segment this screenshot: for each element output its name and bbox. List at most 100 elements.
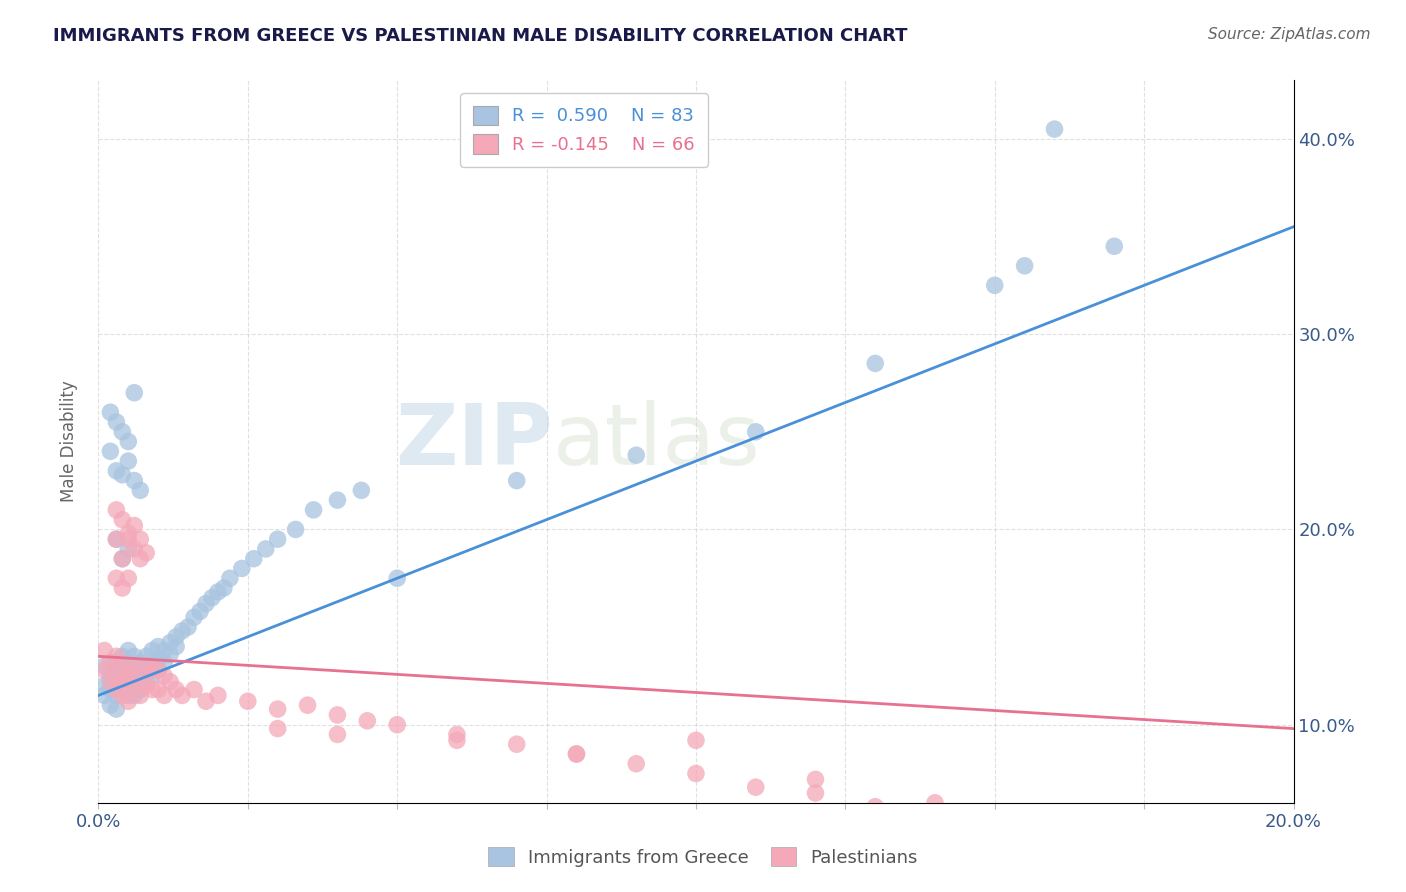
- Point: [350, 483, 373, 498]
- Point: [141, 643, 163, 657]
- Point: [124, 518, 146, 533]
- Point: [117, 571, 139, 585]
- Point: [153, 643, 176, 657]
- Point: [148, 640, 170, 654]
- Point: [111, 467, 134, 482]
- Point: [148, 653, 170, 667]
- Point: [804, 786, 827, 800]
- Point: [98, 655, 122, 669]
- Point: [745, 780, 768, 794]
- Point: [117, 434, 139, 449]
- Text: ZIP: ZIP: [395, 400, 553, 483]
- Point: [124, 474, 146, 488]
- Point: [165, 640, 187, 654]
- Point: [105, 649, 128, 664]
- Point: [148, 663, 170, 677]
- Point: [207, 585, 229, 599]
- Point: [105, 532, 128, 546]
- Point: [626, 448, 648, 462]
- Point: [326, 707, 349, 722]
- Point: [111, 425, 134, 439]
- Point: [183, 682, 205, 697]
- Point: [129, 682, 152, 697]
- Point: [111, 674, 134, 689]
- Point: [195, 597, 218, 611]
- Point: [105, 655, 128, 669]
- Point: [93, 663, 115, 677]
- Point: [804, 772, 827, 787]
- Point: [924, 796, 946, 810]
- Point: [129, 669, 152, 683]
- Point: [124, 689, 146, 703]
- Point: [111, 659, 134, 673]
- Point: [231, 561, 253, 575]
- Point: [159, 635, 181, 649]
- Point: [385, 717, 409, 731]
- Point: [105, 532, 128, 546]
- Point: [183, 610, 205, 624]
- Point: [135, 659, 157, 673]
- Point: [117, 454, 139, 468]
- Point: [177, 620, 200, 634]
- Point: [326, 493, 349, 508]
- Point: [201, 591, 224, 605]
- Point: [105, 681, 128, 695]
- Point: [506, 737, 529, 751]
- Point: [105, 571, 128, 585]
- Point: [297, 698, 319, 713]
- Point: [111, 551, 134, 566]
- Point: [117, 532, 139, 546]
- Point: [984, 278, 1007, 293]
- Point: [236, 694, 259, 708]
- Point: [93, 689, 115, 703]
- Y-axis label: Male Disability: Male Disability: [59, 381, 77, 502]
- Point: [356, 714, 378, 728]
- Point: [117, 674, 139, 689]
- Point: [124, 663, 146, 677]
- Point: [219, 571, 242, 585]
- Point: [111, 659, 134, 673]
- Point: [105, 464, 128, 478]
- Point: [153, 689, 176, 703]
- Point: [111, 581, 134, 595]
- Point: [93, 679, 115, 693]
- Point: [124, 541, 146, 556]
- Point: [111, 551, 134, 566]
- Point: [117, 526, 139, 541]
- Point: [1104, 239, 1126, 253]
- Text: IMMIGRANTS FROM GREECE VS PALESTINIAN MALE DISABILITY CORRELATION CHART: IMMIGRANTS FROM GREECE VS PALESTINIAN MA…: [53, 27, 908, 45]
- Point: [117, 689, 139, 703]
- Point: [98, 682, 122, 697]
- Point: [385, 571, 409, 585]
- Point: [105, 663, 128, 677]
- Point: [129, 483, 152, 498]
- Point: [124, 385, 146, 400]
- Point: [207, 689, 229, 703]
- Legend: Immigrants from Greece, Palestinians: Immigrants from Greece, Palestinians: [481, 840, 925, 874]
- Point: [565, 747, 588, 761]
- Point: [745, 425, 768, 439]
- Point: [153, 655, 176, 669]
- Point: [153, 669, 176, 683]
- Point: [565, 747, 588, 761]
- Point: [165, 630, 187, 644]
- Text: Source: ZipAtlas.com: Source: ZipAtlas.com: [1208, 27, 1371, 42]
- Point: [124, 649, 146, 664]
- Point: [865, 799, 887, 814]
- Point: [865, 356, 887, 370]
- Point: [93, 659, 115, 673]
- Point: [93, 643, 115, 657]
- Point: [105, 702, 128, 716]
- Point: [105, 503, 128, 517]
- Point: [98, 405, 122, 419]
- Point: [148, 682, 170, 697]
- Point: [159, 648, 181, 662]
- Point: [111, 649, 134, 664]
- Point: [111, 669, 134, 683]
- Point: [111, 689, 134, 703]
- Point: [117, 674, 139, 689]
- Point: [446, 727, 468, 741]
- Point: [124, 679, 146, 693]
- Point: [135, 674, 157, 689]
- Point: [141, 669, 163, 683]
